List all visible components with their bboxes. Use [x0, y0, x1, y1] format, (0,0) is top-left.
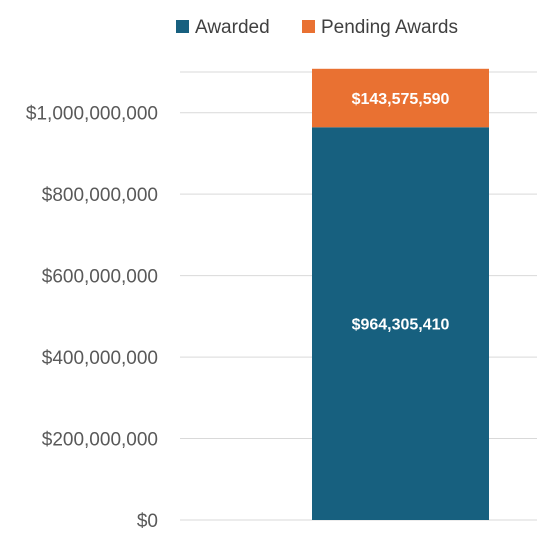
- y-tick-label: $800,000,000: [42, 185, 158, 206]
- bar-awarded: [312, 127, 489, 520]
- bars: $964,305,410 $143,575,590: [312, 68, 489, 520]
- data-label-awarded: $964,305,410: [352, 317, 450, 334]
- legend-label-pending-awards: Pending Awards: [321, 17, 458, 38]
- legend-swatch-awarded: [176, 20, 189, 33]
- legend: Awarded Pending Awards: [176, 17, 458, 38]
- legend-swatch-pending-awards: [302, 20, 315, 33]
- y-tick-label: $400,000,000: [42, 348, 158, 369]
- y-tick-label: $600,000,000: [42, 267, 158, 288]
- y-tick-label: $1,000,000,000: [26, 104, 158, 125]
- y-tick-label: $0: [137, 511, 158, 532]
- y-axis-ticks: $0 $200,000,000 $400,000,000 $600,000,000 $8…: [26, 104, 158, 532]
- legend-label-awarded: Awarded: [195, 17, 270, 38]
- y-tick-label: $200,000,000: [42, 430, 158, 451]
- bar-pending-awards: [312, 68, 489, 128]
- data-label-pending-awards: $143,575,590: [352, 91, 450, 108]
